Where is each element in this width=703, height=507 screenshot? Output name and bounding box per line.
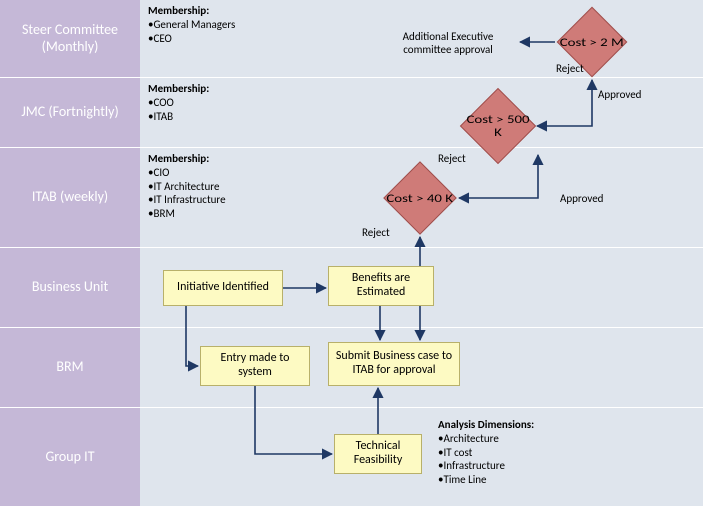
decision-40k: Cost > 40 K (394, 172, 446, 224)
text-reject-2: Reject (438, 152, 466, 165)
analysis-item: Infrastructure (443, 459, 504, 472)
membership-item: General Managers (153, 18, 235, 31)
lane-label-text: Group IT (45, 449, 94, 466)
process-entry: Entry made to system (200, 346, 310, 386)
lane-label-bu: Business Unit (0, 248, 140, 327)
process-label: Technical Feasibility (339, 440, 417, 468)
text-content: Additional Executive committee approval (403, 30, 494, 56)
membership-itab: Membership: •CIO •IT Architecture •IT In… (148, 152, 226, 221)
process-label: Submit Business case to ITAB for approva… (333, 350, 455, 378)
analysis-title: Analysis Dimensions: (438, 418, 534, 431)
membership-item: CIO (153, 166, 169, 179)
membership-title: Membership: (148, 152, 209, 165)
process-submit: Submit Business case to ITAB for approva… (328, 342, 460, 386)
membership-item: ITAB (153, 110, 173, 123)
membership-steer: Membership: •General Managers •CEO (148, 4, 235, 45)
text-approved-1: Approved (598, 88, 641, 101)
membership-jmc: Membership: •COO •ITAB (148, 82, 209, 123)
membership-item: COO (153, 96, 173, 109)
text-content: Reject (438, 152, 466, 165)
membership-title: Membership: (148, 82, 209, 95)
membership-item: BRM (153, 207, 174, 220)
process-label: Initiative Identified (177, 281, 269, 295)
decision-label: Cost > 2 M (560, 36, 624, 49)
lane-label-text: Business Unit (32, 279, 108, 296)
text-exec-approval: Additional Executive committee approval (378, 30, 518, 56)
analysis-item: Architecture (443, 432, 498, 445)
process-label: Entry made to system (205, 352, 305, 380)
lane-label-text: BRM (56, 359, 83, 376)
membership-item: IT Infrastructure (153, 193, 225, 206)
analysis-item: IT cost (443, 446, 472, 459)
lane-label-jmc: JMC (Fortnightly) (0, 78, 140, 147)
text-content: Approved (560, 192, 603, 205)
analysis-dimensions: Analysis Dimensions: •Architecture •IT c… (438, 418, 588, 487)
lane-label-text: ITAB (weekly) (32, 189, 108, 206)
swimlane-diagram: Steer Committee (Monthly) Membership: •G… (0, 0, 703, 507)
lane-label-git: Group IT (0, 408, 140, 506)
decision-label: Cost > 500 K (462, 113, 535, 139)
text-content: Reject (556, 62, 584, 75)
text-content: Approved (598, 88, 641, 101)
analysis-item: Time Line (443, 473, 486, 486)
process-benefits: Benefits are Estimated (328, 266, 434, 306)
process-label: Benefits are Estimated (333, 272, 429, 300)
lane-label-itab: ITAB (weekly) (0, 148, 140, 247)
lane-label-steer: Steer Committee (Monthly) (0, 0, 140, 77)
membership-item: IT Architecture (153, 180, 219, 193)
lane-label-text: JMC (Fortnightly) (21, 104, 118, 121)
lane-label-text: Steer Committee (Monthly) (4, 22, 136, 56)
text-approved-2: Approved (560, 192, 603, 205)
decision-500k: Cost > 500 K (471, 99, 525, 153)
decision-2m: Cost > 2 M (567, 17, 617, 67)
text-content: Reject (362, 226, 390, 239)
membership-item: CEO (153, 32, 171, 45)
process-technical: Technical Feasibility (334, 434, 422, 474)
process-initiative: Initiative Identified (163, 270, 283, 306)
membership-title: Membership: (148, 4, 209, 17)
text-reject-1: Reject (362, 226, 390, 239)
text-reject-3: Reject (556, 62, 584, 75)
decision-label: Cost > 40 K (387, 192, 454, 205)
lane-label-brm: BRM (0, 328, 140, 407)
